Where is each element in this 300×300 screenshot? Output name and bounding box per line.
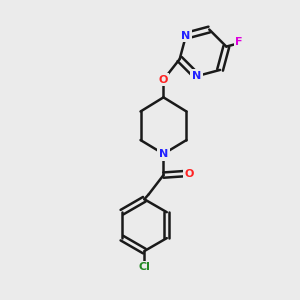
- Text: F: F: [236, 37, 243, 47]
- Text: N: N: [181, 31, 190, 41]
- Text: O: O: [184, 169, 194, 178]
- Text: N: N: [192, 71, 201, 81]
- Text: O: O: [158, 75, 168, 85]
- Text: Cl: Cl: [138, 262, 150, 272]
- Text: N: N: [159, 149, 168, 159]
